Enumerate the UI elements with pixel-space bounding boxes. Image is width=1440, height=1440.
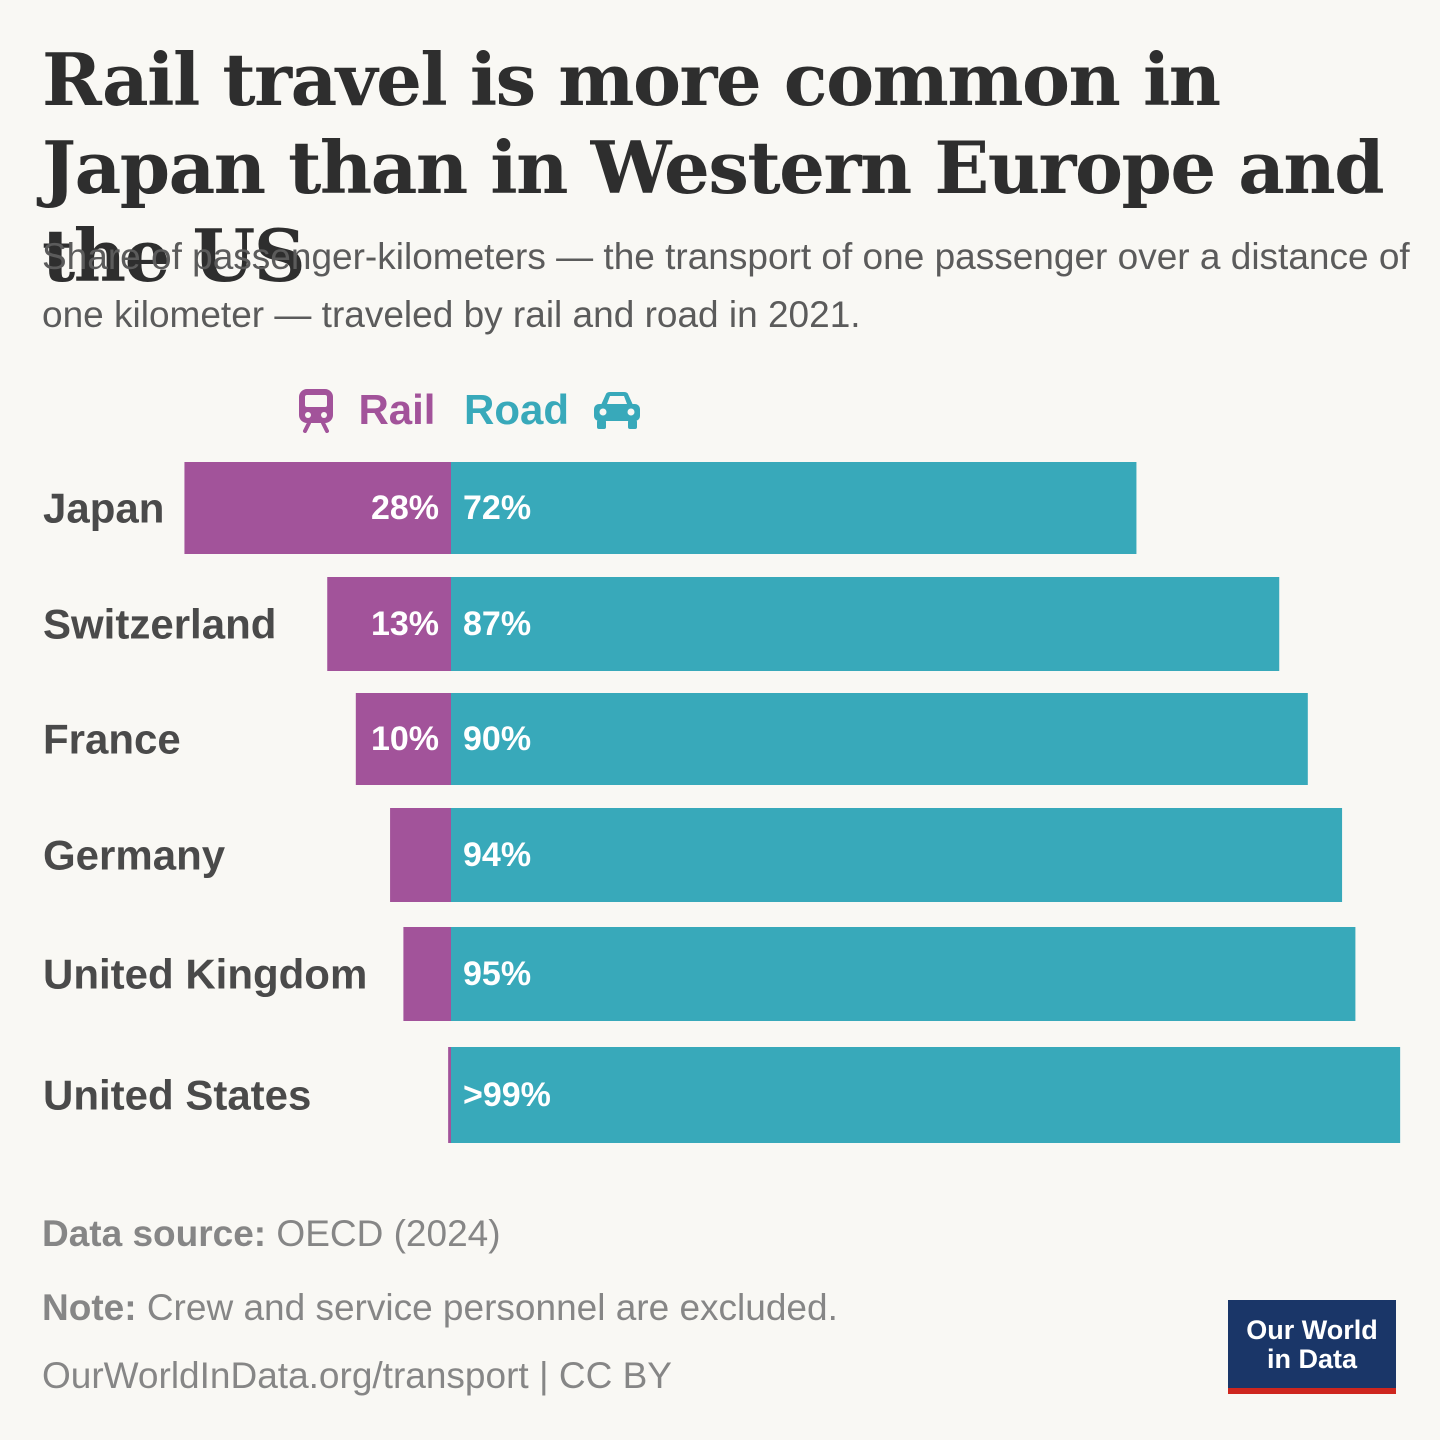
chart-note: Note: Crew and service personnel are exc…	[42, 1286, 838, 1330]
category-label-germany: Germany	[43, 832, 226, 879]
car-icon	[594, 392, 641, 429]
rail-bar-france	[355, 693, 451, 785]
road-value-label-japan: 72%	[463, 489, 531, 527]
train-icon	[299, 389, 333, 433]
logo-line-2: in Data	[1266, 1344, 1358, 1374]
rail-value-label-switzerland: 13%	[371, 605, 439, 643]
road-bar-germany	[451, 808, 1343, 902]
legend-rail-label: Rail	[358, 386, 436, 433]
road-bar-france	[451, 693, 1308, 785]
rail-bar-germany	[390, 808, 451, 902]
rail-bar-switzerland	[327, 577, 451, 671]
source-url[interactable]: OurWorldInData.org/transport | CC BY	[42, 1355, 672, 1396]
source-value: OECD (2024)	[276, 1213, 501, 1254]
chart-title: Rail travel is more common in Japan than…	[42, 37, 1385, 298]
category-label-japan: Japan	[43, 485, 164, 532]
road-value-label-united-kingdom: 95%	[463, 955, 531, 993]
logo-line-1: Our World	[1246, 1315, 1378, 1345]
category-label-switzerland: Switzerland	[43, 601, 276, 648]
category-label-france: France	[43, 716, 181, 763]
category-label-united-kingdom: United Kingdom	[43, 951, 367, 998]
category-label-united-states: United States	[43, 1072, 311, 1119]
rail-bar-japan	[184, 462, 451, 554]
legend-road: Road	[464, 380, 643, 440]
road-value-label-switzerland: 87%	[463, 605, 531, 643]
data-source: Data source: OECD (2024)	[42, 1212, 501, 1256]
road-bar-switzerland	[451, 577, 1280, 671]
rail-value-label-japan: 28%	[371, 489, 439, 527]
road-value-label-united-states: >99%	[463, 1076, 551, 1114]
road-bar-united-kingdom	[451, 927, 1356, 1021]
rail-bar-united-kingdom	[403, 927, 451, 1021]
source-label: Data source:	[42, 1213, 267, 1254]
chart-subtitle: Share of passenger-kilometers — the tran…	[42, 236, 1410, 335]
note-label: Note:	[42, 1287, 137, 1328]
rail-bar-united-states	[448, 1047, 451, 1143]
legend-road-label: Road	[464, 386, 569, 433]
note-value: Crew and service personnel are excluded.	[146, 1287, 838, 1328]
road-bar-japan	[451, 462, 1137, 554]
rail-value-label-france: 10%	[371, 720, 439, 758]
bar-chart: Japan 28% 72% Switzerland 13% 87% France 10% 90%…	[43, 462, 1401, 1143]
owid-logo[interactable]: Our World in Data	[1228, 1300, 1396, 1394]
road-value-label-germany: 94%	[463, 836, 531, 874]
legend-rail: Rail	[296, 380, 435, 440]
road-bar-united-states	[451, 1047, 1401, 1143]
road-value-label-france: 90%	[463, 720, 531, 758]
